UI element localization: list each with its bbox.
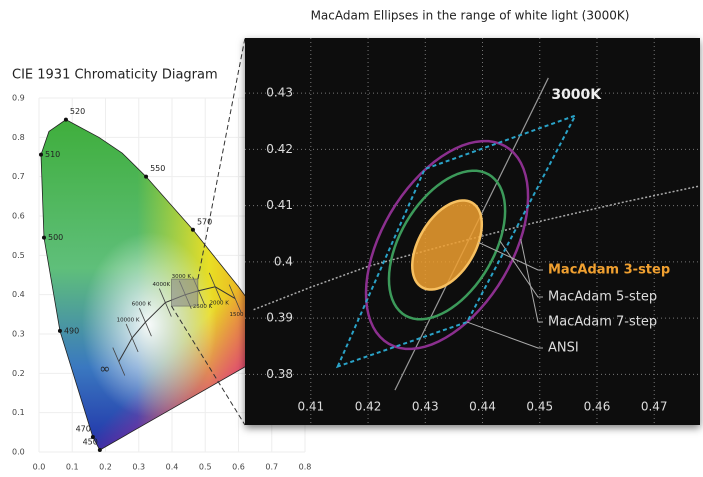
y-tick-label: 0.42 (266, 142, 293, 156)
x-tick-label: 0.2 (99, 463, 112, 472)
left-title: CIE 1931 Chromaticity Diagram (12, 68, 218, 83)
x-tick-label: 0.41 (297, 400, 324, 414)
locus-point (90, 435, 95, 440)
spectral-locus (40, 119, 283, 451)
locus-fill (40, 119, 282, 451)
y-tick-label: 0.2 (12, 369, 25, 378)
temperature-label: 6000 K (132, 302, 152, 308)
y-tick-label: 0.38 (266, 367, 293, 381)
isotherm-tick (228, 284, 242, 313)
wavelength-label: 550 (150, 164, 165, 173)
isotherm-tick (139, 308, 152, 337)
isotherm-tick (158, 288, 172, 317)
y-tick-label: 0.8 (12, 133, 25, 142)
x-tick-label: 0.0 (33, 463, 46, 472)
temperature-label: 4000K (153, 282, 171, 288)
macadam-ellipse (411, 199, 484, 291)
temperature-label: 10000 K (117, 317, 140, 323)
macadam-panel: 0.41 0.42 0.43 0.44 0.45 0.46 0.47 0.38 0.39 0.4 0… (171, 37, 701, 426)
temperature-label: ∞ (99, 362, 110, 377)
y-tick-label: 0.9 (12, 94, 25, 103)
x-tick-label: 0.4 (166, 463, 179, 472)
wavelength-label: 500 (48, 233, 63, 242)
locus-point (63, 117, 68, 122)
isotherm-tick (208, 272, 222, 301)
leader-line (466, 321, 543, 349)
legend-label: MacAdam 3-step (548, 263, 670, 278)
y-tick-label: 0.43 (266, 86, 293, 100)
x-tick-label: 0.5 (199, 463, 212, 472)
zoom-line (197, 37, 246, 280)
locus-point (38, 152, 43, 157)
y-tick-label: 0.6 (12, 212, 25, 221)
x-tick-label: 0.3 (132, 463, 145, 472)
x-tick-label: 0.45 (526, 400, 553, 414)
temperature-label: 1500 K (229, 312, 249, 318)
x-tick-label: 0.8 (299, 463, 312, 472)
locus-point (57, 328, 62, 333)
y-tick-label: 0.4 (274, 254, 293, 268)
isotherm-tick (125, 323, 139, 353)
legend-label: MacAdam 5-step (548, 290, 657, 305)
x-tick-label: 0.44 (469, 400, 496, 414)
macadam-ellipse (387, 169, 507, 321)
x-tick-label: 0.47 (641, 400, 668, 414)
temperature-label: 2500 K (193, 304, 213, 310)
wavelength-label: 450 (83, 438, 98, 447)
isotherm-tick (112, 347, 126, 376)
wavelength-label: 520 (70, 107, 85, 116)
wavelength-label: 570 (197, 217, 212, 226)
x-tick-label: 0.7 (265, 463, 278, 472)
x-tick-label: 0.43 (412, 400, 439, 414)
y-tick-label: 0.39 (266, 311, 293, 325)
y-tick-label: 0.7 (12, 172, 25, 181)
leader-line (520, 238, 543, 323)
wavelength-label: 510 (45, 150, 60, 159)
x-tick-label: 0.6 (232, 463, 245, 472)
cie-diagram: 0.0 0.1 0.2 0.3 0.4 0.5 0.6 0.7 0.8 0.0 0.1 0.2 0.3 0… (12, 94, 311, 472)
zoom-line (171, 305, 246, 426)
y-tick-label: 0.1 (12, 408, 25, 417)
legend-label: MacAdam 7-step (548, 315, 657, 330)
temperature-label: 2000 K (210, 300, 230, 306)
y-tick-label: 0.4 (12, 290, 25, 299)
ansi-quadrangle (335, 113, 578, 369)
legend-label: ANSI (548, 341, 579, 356)
x-tick-label: 0.1 (66, 463, 79, 472)
isotherm-label: 3000K (551, 87, 602, 103)
locus-point (144, 174, 149, 179)
leader-line (499, 240, 543, 298)
locus-point (190, 227, 195, 232)
y-tick-label: 0.0 (12, 448, 25, 457)
x-tick-label: 0.42 (355, 400, 382, 414)
y-tick-label: 0.41 (266, 198, 293, 212)
wavelength-label: 490 (64, 326, 79, 335)
right-title: MacAdam Ellipses in the range of white l… (311, 9, 630, 23)
y-tick-label: 0.5 (12, 251, 25, 260)
locus-point (97, 448, 102, 453)
leader-line (478, 242, 543, 271)
temperature-label: 3000 K (172, 274, 192, 280)
y-tick-label: 0.3 (12, 330, 25, 339)
wavelength-label: 470 (76, 425, 91, 434)
zoom-box (171, 278, 199, 307)
locus-point (41, 235, 46, 240)
x-tick-label: 0.46 (584, 400, 611, 414)
